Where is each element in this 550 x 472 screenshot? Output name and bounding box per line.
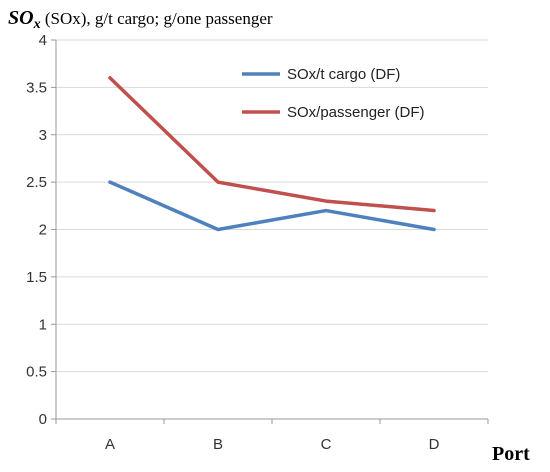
x-tick-label: D: [429, 436, 440, 453]
data-point: [432, 228, 436, 231]
data-point: [108, 76, 112, 80]
y-tick-label: 3.5: [26, 79, 47, 96]
y-tick-label: 0: [39, 411, 47, 428]
title-text: (SOx), g/t cargo; g/one passenger: [41, 9, 273, 28]
data-point: [324, 209, 328, 213]
y-axis-ticks: 0 0.5 1 1.5 2 2.5 3 3.5 4: [26, 32, 56, 428]
legend: SOx/t cargo (DF) SOx/passenger (DF): [242, 66, 425, 121]
title-symbol: SO: [8, 7, 34, 29]
series-lines: [108, 76, 436, 232]
x-axis-ticks: A B C D: [55, 419, 489, 453]
x-tick-label: A: [105, 436, 115, 453]
series-line-1: [108, 180, 436, 232]
y-tick-label: 2: [39, 222, 47, 239]
y-tick-label: 0.5: [26, 364, 47, 381]
data-point: [324, 199, 328, 203]
svg-text:SOx (SOx), g/t cargo; g/one pa: SOx (SOx), g/t cargo; g/one passenger: [8, 7, 273, 32]
legend-label: SOx/t cargo (DF): [287, 66, 400, 83]
data-point: [216, 228, 220, 231]
title-subscript: x: [33, 17, 41, 32]
y-tick-label: 1.5: [26, 269, 47, 286]
y-tick-label: 4: [39, 32, 47, 49]
x-tick-label: B: [213, 436, 223, 453]
data-point: [432, 209, 436, 213]
chart-title: SOx (SOx), g/t cargo; g/one passenger: [8, 7, 273, 32]
y-tick-label: 2.5: [26, 174, 47, 191]
data-point: [216, 180, 220, 184]
series-line-2: [108, 76, 436, 213]
x-tick-label: C: [321, 436, 332, 453]
legend-label: SOx/passenger (DF): [287, 104, 425, 121]
x-axis-label: Port: [492, 443, 530, 465]
y-tick-label: 1: [39, 316, 47, 333]
data-point: [108, 180, 112, 184]
gridlines: [56, 39, 488, 373]
y-tick-label: 3: [39, 127, 47, 144]
